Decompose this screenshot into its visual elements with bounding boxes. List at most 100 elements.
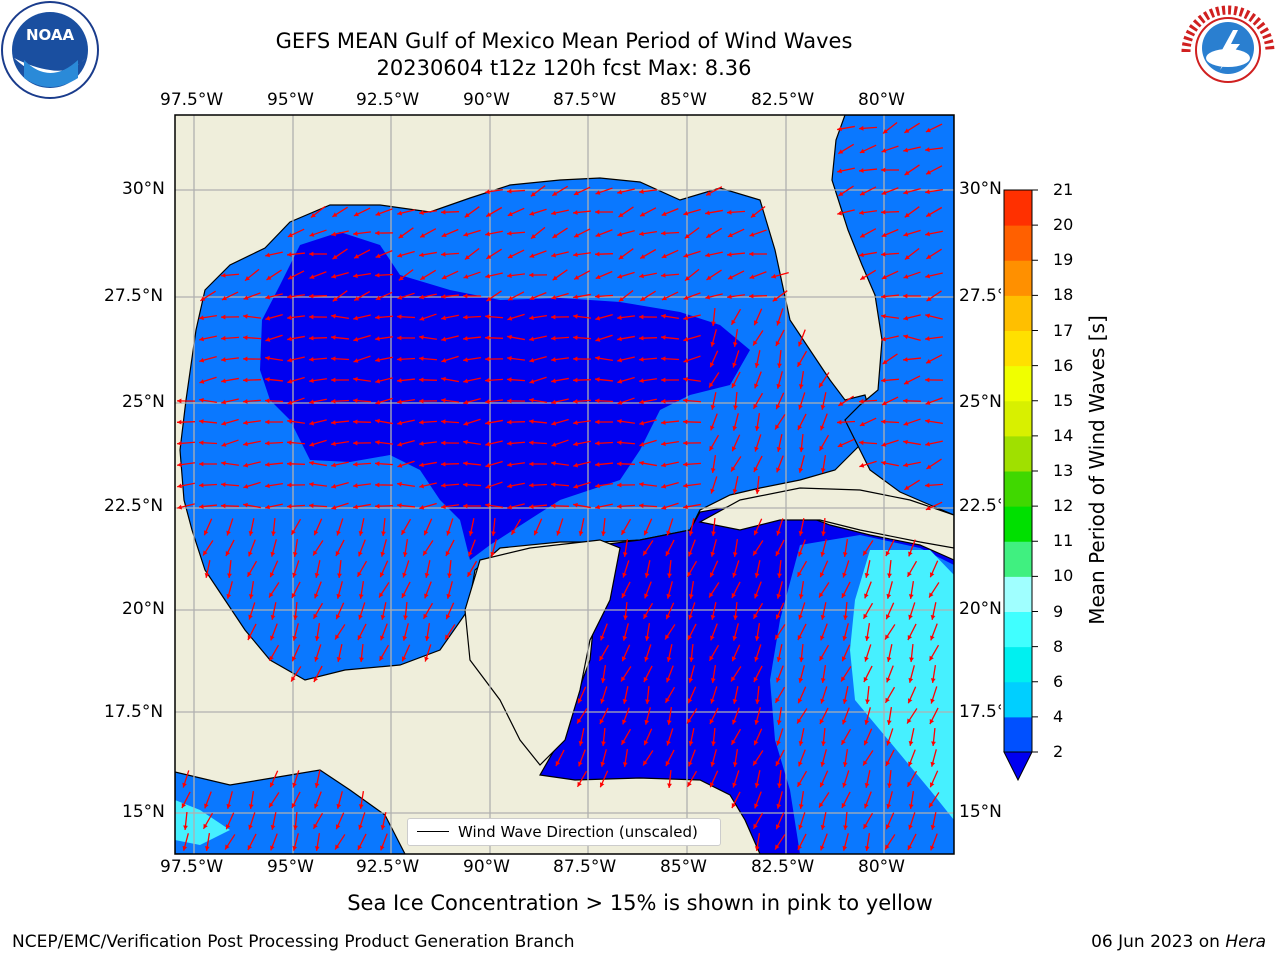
wind-arrow-head xyxy=(332,296,338,302)
wind-arrow-head xyxy=(837,442,843,448)
wind-arrow-head xyxy=(221,357,226,362)
wind-arrow-head xyxy=(776,740,781,746)
wind-arrow-head xyxy=(397,503,402,508)
wind-arrow-head xyxy=(595,337,601,342)
wind-arrow-head xyxy=(402,635,408,641)
wind-arrow-head xyxy=(859,421,865,427)
wind-arrow-head xyxy=(887,573,892,578)
wind-arrow-head xyxy=(926,464,932,469)
colorbar-tick-label: 18 xyxy=(1053,285,1074,305)
sea-ice-note: Sea Ice Concentration > 15% is shown in … xyxy=(347,891,933,915)
wind-arrow-head xyxy=(661,230,666,236)
wind-arrow-head xyxy=(397,252,403,258)
wind-arrow-head xyxy=(798,594,804,599)
wind-arrow-head xyxy=(621,529,626,535)
wind-arrow-head xyxy=(265,483,270,489)
wind-arrow-head xyxy=(265,337,271,342)
wind-arrow-head xyxy=(621,739,626,745)
wind-arrow-head xyxy=(287,232,293,238)
wind-arrow-head xyxy=(776,593,782,599)
wind-arrow-head xyxy=(529,253,535,258)
wind-arrow-head xyxy=(753,823,758,829)
wind-arrow-head xyxy=(507,462,512,468)
wind-arrow-head xyxy=(221,482,226,487)
wind-arrow-head xyxy=(595,440,600,446)
wind-arrow-head xyxy=(727,294,732,300)
legend-line-swatch xyxy=(417,831,449,832)
wind-arrow-head xyxy=(798,404,803,410)
wind-arrow-head xyxy=(753,550,758,556)
wind-arrow-head xyxy=(732,762,738,767)
wind-arrow-head xyxy=(754,383,759,389)
wind-arrow-head xyxy=(177,483,182,489)
wind-arrow-head xyxy=(380,845,385,851)
wind-arrow-head xyxy=(265,440,270,446)
wind-arrow-head xyxy=(221,399,227,405)
wind-arrow-head xyxy=(485,335,490,341)
colorbar-segment xyxy=(1004,471,1032,507)
wind-arrow-head xyxy=(243,335,248,341)
colorbar-segment xyxy=(1004,646,1032,683)
wind-arrow-head xyxy=(885,551,891,557)
wind-arrow-head xyxy=(397,441,403,447)
wind-arrow-head xyxy=(639,399,644,405)
wind-arrow-head xyxy=(903,398,908,404)
colorbar-tick-label: 20 xyxy=(1053,215,1074,235)
wind-arrow-head xyxy=(903,189,909,195)
wind-arrow-head xyxy=(623,615,628,620)
wind-arrow-head xyxy=(930,825,936,830)
wind-arrow-head xyxy=(357,635,363,641)
wind-arrow-head xyxy=(203,823,208,829)
wind-arrow-head xyxy=(754,363,760,368)
wind-arrow-head xyxy=(398,233,404,239)
wind-arrow-head xyxy=(864,593,869,599)
wind-arrow-head xyxy=(683,315,689,321)
wind-arrow-head xyxy=(287,274,293,280)
wind-arrow-head xyxy=(248,531,254,536)
wind-arrow-head xyxy=(617,357,623,363)
wind-arrow-head xyxy=(331,398,336,404)
wind-arrow-head xyxy=(595,293,600,299)
wind-arrow-head xyxy=(397,378,402,383)
wind-arrow-head xyxy=(336,657,342,662)
wind-arrow-head xyxy=(507,273,512,278)
wind-arrow-head xyxy=(925,313,931,319)
wind-arrow-head xyxy=(753,467,759,473)
wind-arrow-head xyxy=(293,615,298,620)
wind-arrow-head xyxy=(732,782,737,788)
wind-arrow-head xyxy=(776,320,781,326)
lon-label-bottom: 90°W xyxy=(463,857,510,877)
svg-text:NOAA: NOAA xyxy=(26,26,75,44)
wind-arrow-head xyxy=(640,296,646,301)
wind-arrow-head xyxy=(886,677,891,683)
wind-arrow-head xyxy=(507,316,513,321)
wind-arrow-head xyxy=(529,272,534,278)
wind-arrow-head xyxy=(683,358,689,363)
wind-arrow-head xyxy=(221,442,227,447)
wind-arrow-head xyxy=(353,504,358,510)
wind-arrow-head xyxy=(221,460,226,466)
wind-arrow-head xyxy=(441,398,446,403)
wind-arrow-head xyxy=(419,419,424,425)
wind-arrow-head xyxy=(667,783,672,788)
wind-arrow-head xyxy=(309,460,314,466)
wind-arrow-head xyxy=(485,484,491,489)
lat-label-right: 15°N xyxy=(959,802,1002,822)
wind-arrow-head xyxy=(661,398,666,404)
wind-arrow-head xyxy=(881,251,886,257)
wind-arrow-head xyxy=(930,635,935,641)
wind-arrow-head xyxy=(705,210,710,216)
wind-arrow-head xyxy=(842,782,847,788)
wind-arrow-head xyxy=(269,572,275,578)
colorbar-segment xyxy=(1004,365,1032,402)
wind-arrow-head xyxy=(507,231,512,236)
wind-arrow-head xyxy=(243,399,248,404)
wind-arrow-head xyxy=(551,335,556,341)
wind-arrow-head xyxy=(749,251,754,257)
wind-arrow-head xyxy=(798,804,804,809)
wind-arrow-head xyxy=(331,313,336,319)
wind-arrow-head xyxy=(446,530,451,536)
wind-arrow-head xyxy=(270,615,276,620)
lon-label-top: 90°W xyxy=(463,90,510,110)
colorbar-tick-label: 19 xyxy=(1053,250,1074,270)
